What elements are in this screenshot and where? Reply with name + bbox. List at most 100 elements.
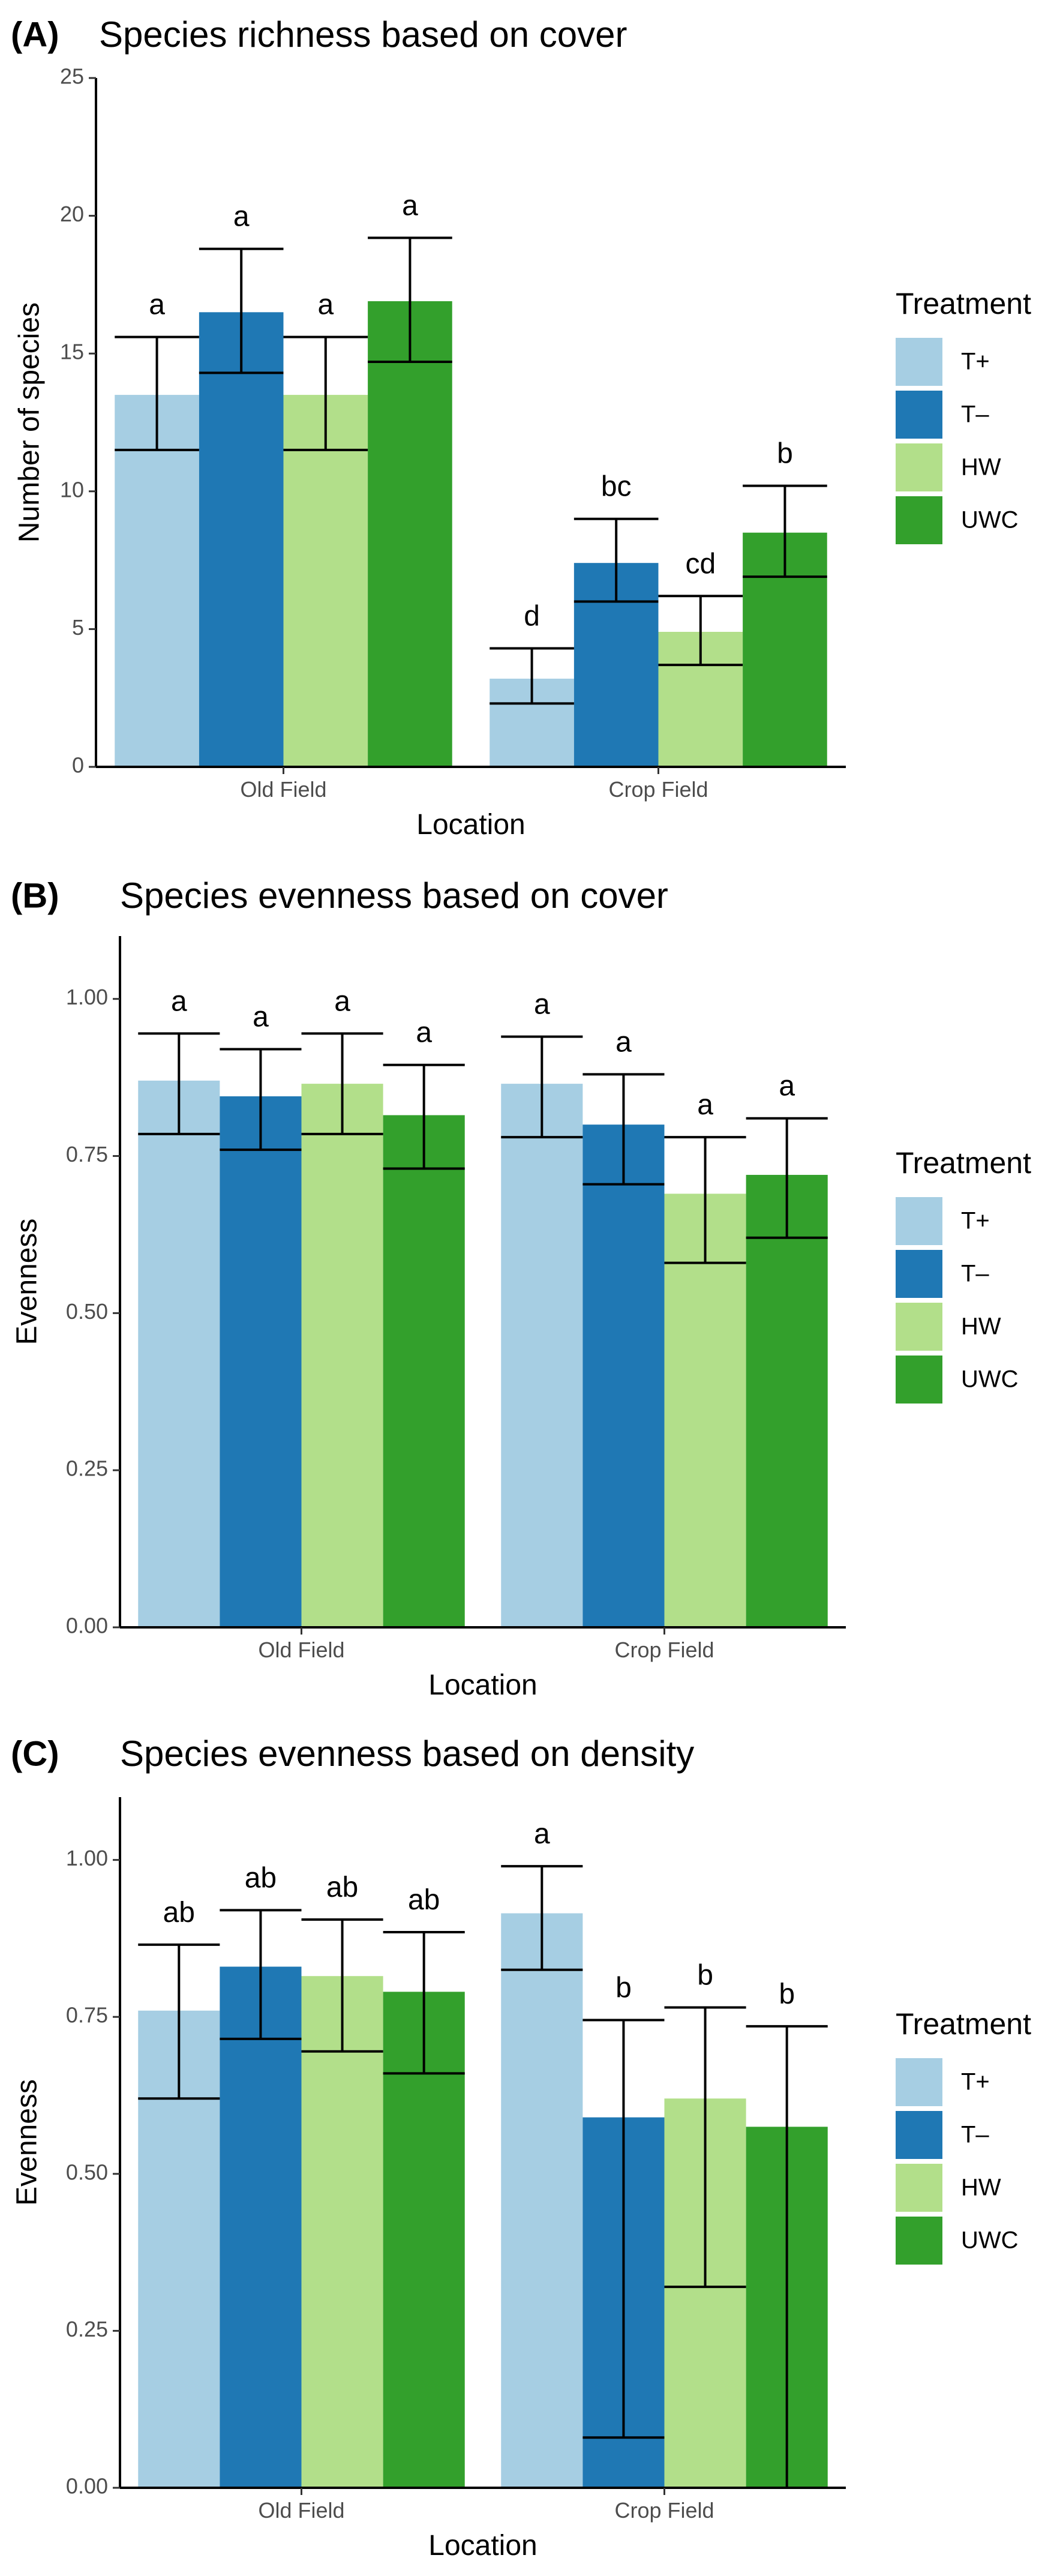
y-tick-label: 5 xyxy=(72,615,84,640)
significance-label: a xyxy=(149,289,165,321)
legend-title: Treatment xyxy=(896,1146,1031,1180)
bar xyxy=(664,1193,746,1627)
legend-label: HW xyxy=(961,2175,1001,2201)
x-tick-label: Crop Field xyxy=(614,2498,714,2523)
y-tick-label: 0.50 xyxy=(66,2160,108,2184)
x-tick-label: Crop Field xyxy=(608,777,708,802)
y-tick-label: 0.00 xyxy=(66,1614,108,1638)
y-tick-label: 20 xyxy=(60,202,84,226)
legend-swatch xyxy=(896,1356,942,1404)
significance-label: b xyxy=(697,1960,713,1992)
bar xyxy=(582,1124,665,1627)
panel-tag: (C) xyxy=(11,1734,59,1773)
legend-swatch xyxy=(896,496,942,544)
legend-swatch xyxy=(896,1303,942,1351)
y-tick-label: 0.00 xyxy=(66,2474,108,2499)
panel-tag: (A) xyxy=(11,15,59,54)
bar xyxy=(220,1966,302,2488)
chart-title: Species evenness based on density xyxy=(120,1734,694,1774)
legend: Treatment T+ T– HW UWC xyxy=(896,2007,1031,2265)
significance-label: a xyxy=(334,985,350,1017)
significance-label: a xyxy=(779,1070,795,1102)
legend-label: T– xyxy=(961,1261,989,1287)
x-axis-title: Location xyxy=(428,2530,537,2562)
significance-label: b xyxy=(779,1978,795,2010)
legend-label: UWC xyxy=(961,507,1019,533)
legend-label: UWC xyxy=(961,2227,1019,2254)
legend-label: HW xyxy=(961,1314,1001,1340)
chart-panel-2: (B) Species evenness based on cover a a a a a a… xyxy=(11,875,1031,1701)
legend-swatch xyxy=(896,2058,942,2106)
significance-label: d xyxy=(524,601,540,632)
legend-label: T+ xyxy=(961,349,990,375)
significance-label: ab xyxy=(245,1862,277,1894)
panel-tag: (B) xyxy=(11,876,59,915)
significance-label: ab xyxy=(163,1897,195,1929)
x-axis-title: Location xyxy=(416,809,525,841)
y-axis-title: Evenness xyxy=(11,1219,43,1345)
bar xyxy=(383,1115,465,1627)
y-tick-label: 15 xyxy=(60,340,84,364)
legend-swatch xyxy=(896,443,942,491)
legend-swatch xyxy=(896,2217,942,2265)
significance-label: cd xyxy=(685,548,716,580)
legend: Treatment T+ T– HW UWC xyxy=(896,1146,1031,1404)
y-tick-label: 10 xyxy=(60,477,84,502)
legend-title: Treatment xyxy=(896,2007,1031,2041)
significance-label: ab xyxy=(408,1884,440,1916)
bar xyxy=(368,301,452,767)
y-tick-label: 0.75 xyxy=(66,2003,108,2028)
bar xyxy=(301,1084,383,1627)
bar xyxy=(115,395,199,767)
significance-label: a xyxy=(416,1017,432,1049)
y-axis-title: Evenness xyxy=(11,2079,43,2206)
chart-title: Species richness based on cover xyxy=(99,14,627,55)
bar xyxy=(501,1913,583,2488)
significance-label: a xyxy=(233,201,250,233)
x-tick-label: Crop Field xyxy=(614,1638,714,1662)
y-tick-label: 25 xyxy=(60,64,84,89)
chart-panel-1: (A) Species richness based on cover a d a bc a… xyxy=(11,14,1031,841)
legend-label: T– xyxy=(961,2122,989,2148)
y-tick-label: 0.25 xyxy=(66,1456,108,1481)
significance-label: b xyxy=(777,438,793,470)
y-tick-label: 0.75 xyxy=(66,1142,108,1166)
bar xyxy=(199,312,284,767)
x-tick-label: Old Field xyxy=(258,2498,344,2523)
legend-label: T– xyxy=(961,401,989,428)
chart-panel-3: (C) Species evenness based on density ab a a… xyxy=(11,1734,1031,2562)
legend-title: Treatment xyxy=(896,287,1031,320)
legend-label: T+ xyxy=(961,2069,990,2095)
x-tick-label: Old Field xyxy=(240,777,326,802)
y-tick-label: 0.25 xyxy=(66,2317,108,2341)
significance-label: a xyxy=(253,1001,269,1033)
significance-label: a xyxy=(697,1089,713,1121)
y-tick-label: 1.00 xyxy=(66,985,108,1009)
significance-label: b xyxy=(615,1972,632,2004)
legend-swatch xyxy=(896,338,942,386)
y-tick-label: 0.50 xyxy=(66,1299,108,1324)
bar xyxy=(501,1084,583,1627)
significance-label: a xyxy=(402,190,418,221)
bar xyxy=(220,1096,302,1627)
significance-label: a xyxy=(615,1026,632,1058)
bar xyxy=(301,1976,383,2488)
bar xyxy=(283,395,368,767)
legend-label: HW xyxy=(961,454,1001,481)
legend-swatch xyxy=(896,2164,942,2212)
legend-label: UWC xyxy=(961,1366,1019,1393)
bar xyxy=(746,1174,828,1627)
significance-label: a xyxy=(171,985,187,1017)
significance-label: bc xyxy=(601,471,632,503)
legend-label: T+ xyxy=(961,1208,990,1234)
legend-swatch xyxy=(896,391,942,439)
significance-label: a xyxy=(534,989,550,1021)
legend-swatch xyxy=(896,2111,942,2159)
significance-label: a xyxy=(317,289,334,321)
significance-label: ab xyxy=(326,1872,358,1903)
bar xyxy=(138,1080,220,1627)
legend-swatch xyxy=(896,1250,942,1298)
significance-label: a xyxy=(534,1818,550,1850)
